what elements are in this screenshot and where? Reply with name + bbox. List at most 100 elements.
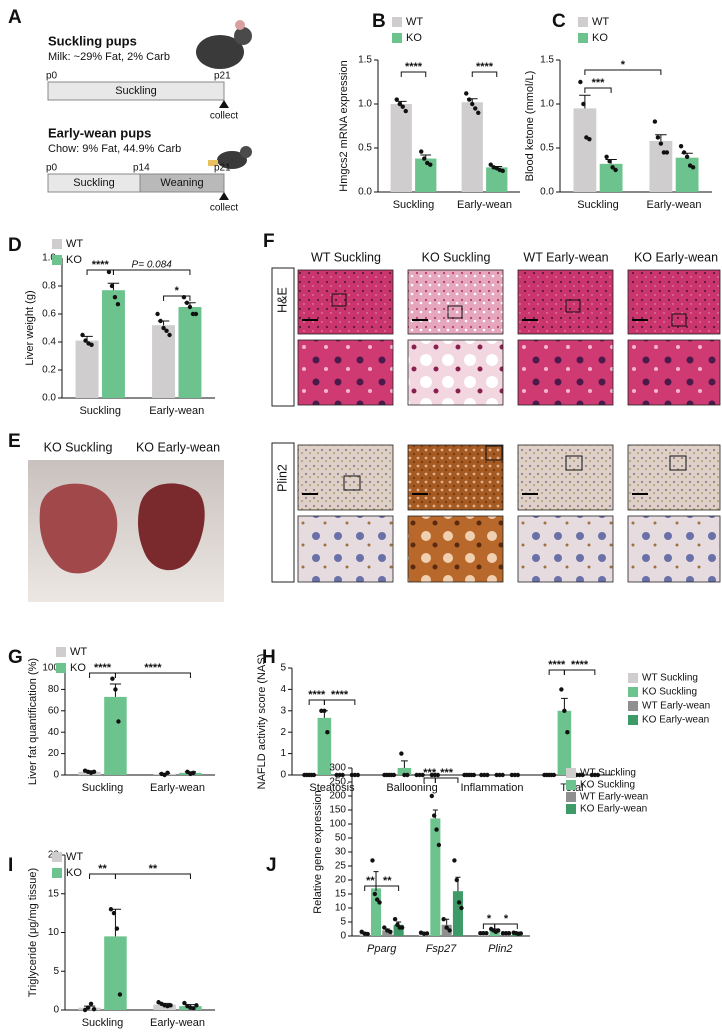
data-point [578,79,583,85]
zoom-box [565,299,581,313]
data-point [506,931,512,936]
mouse-icon [240,146,252,158]
micrographs [297,269,721,583]
legend-label: KO [70,662,86,674]
significance-label: ** [366,875,375,887]
liver [138,483,205,571]
diet: Chow: 9% Fat, 44.9% Carb [48,143,181,155]
y-tick-label: 20 [48,748,60,759]
significance-bracket [375,885,400,891]
group-title: Suckling pups [48,33,137,48]
data-point [403,108,408,114]
panel-label: G [8,647,23,668]
data-point [444,925,449,930]
legend-label: KO [592,32,608,44]
y-tick-label: 60 [48,705,60,716]
y-tick-label: 20 [335,875,347,886]
bar [430,818,441,936]
bar [393,924,404,936]
y-tick-label: 15 [48,888,60,899]
data-point [392,917,398,922]
y-tick-label: 100 [329,819,346,830]
zoom-box [671,313,687,327]
y-tick-label: 80 [48,684,60,695]
legend-label: WT Suckling [642,673,698,684]
significance-label: *** [423,767,437,779]
bar [104,696,127,775]
timepoint: p14 [133,163,150,174]
legend-label: WT Early-wean [642,701,710,712]
y-tick-label: 25 [335,861,347,872]
row-label: Plin2 [275,464,289,492]
y-tick-label: 1.5 [358,55,372,66]
column-header: KO Early-wean [634,250,718,264]
data-point [191,1006,196,1011]
data-point [664,150,670,155]
y-tick-label: 5 [53,966,59,977]
significance-bracket [584,87,612,93]
significance-label: **** [144,662,162,674]
bar [452,891,463,936]
significance-bracket [471,71,498,77]
diet: Milk: ~29% Fat, 2% Carb [48,51,170,63]
row-label: H&E [275,287,289,313]
y-axis-label: Triglyceride (μg/mg tissue) [27,868,39,997]
significance-label: **** [571,659,589,671]
micrograph [407,444,504,511]
legend-label: WT [70,646,87,658]
data-point [391,772,397,778]
data-point [431,813,437,818]
x-tick-label: Plin2 [488,943,512,955]
bar [152,325,176,398]
bar [573,108,597,192]
x-tick-label: Suckling [79,405,121,417]
timepoint: p0 [46,163,58,174]
data-point [193,311,199,317]
data-point [467,97,472,102]
data-point [500,168,505,174]
y-tick-label: 10 [48,927,60,938]
data-point [161,325,166,331]
data-point [115,302,121,307]
data-point [165,770,170,776]
error-bar [655,134,667,141]
data-point [155,311,160,317]
y-tick-label: 5 [280,663,286,674]
y-tick-label: 0.4 [42,337,56,348]
data-point [500,772,505,778]
data-point [551,772,557,778]
significance-label: *** [440,767,454,779]
panel-label: C [552,11,566,32]
y-tick-label: 0.6 [42,309,56,320]
significance-label: **** [548,659,566,671]
significance-label: **** [331,689,349,701]
row-label-box [271,267,295,407]
data-point [370,858,375,863]
data-point [322,708,327,713]
data-point [399,925,405,930]
collect-arrow [219,100,229,108]
panel-label: I [8,855,13,876]
data-point [452,858,457,863]
data-point [388,929,393,934]
significance-label: ** [383,875,392,887]
significance-label: **** [476,61,494,73]
micrograph [297,515,394,583]
data-point [311,772,317,778]
significance-bracket [323,699,356,705]
y-axis-label: NAFLD activity score (NAS) [256,654,268,790]
liver [39,483,118,574]
data-point [382,925,387,930]
data-point [420,772,425,778]
significance-bracket [114,672,191,678]
column-header: WT Early-wean [523,250,608,264]
zoom-box [447,305,463,319]
data-point [110,676,115,681]
significance-label: **** [308,689,326,701]
data-point [681,150,687,155]
y-tick-label: 150 [329,805,346,816]
significance-label: *** [592,77,606,89]
significance-label: **** [92,259,110,271]
micrograph [407,515,504,583]
